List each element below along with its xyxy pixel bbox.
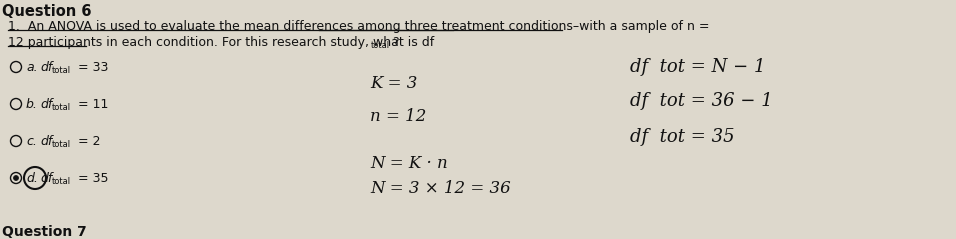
- Text: d.: d.: [26, 172, 38, 185]
- Text: df  tot = 36 − 1: df tot = 36 − 1: [630, 92, 772, 110]
- Text: 1.  An ANOVA is used to evaluate the mean differences among three treatment cond: 1. An ANOVA is used to evaluate the mean…: [8, 20, 709, 33]
- Text: total: total: [52, 66, 71, 75]
- Text: = 35: = 35: [78, 172, 108, 185]
- Text: = 2: = 2: [78, 135, 100, 148]
- Text: df  tot = 35: df tot = 35: [630, 128, 734, 146]
- Text: 12 participants in each condition. For this research study, what is df: 12 participants in each condition. For t…: [8, 36, 434, 49]
- Text: df: df: [40, 98, 53, 111]
- Text: df  tot = N − 1: df tot = N − 1: [630, 58, 766, 76]
- Text: df: df: [40, 135, 53, 148]
- Text: N = 3 × 12 = 36: N = 3 × 12 = 36: [370, 180, 511, 197]
- Text: ?: ?: [393, 36, 400, 49]
- Text: N = K · n: N = K · n: [370, 155, 447, 172]
- Text: = 33: = 33: [78, 61, 108, 74]
- Text: df: df: [40, 172, 53, 185]
- Text: df: df: [40, 61, 53, 74]
- Text: total: total: [52, 103, 71, 112]
- Text: b.: b.: [26, 98, 38, 111]
- Text: n = 12: n = 12: [370, 108, 426, 125]
- Text: K = 3: K = 3: [370, 75, 418, 92]
- Text: Question 7: Question 7: [2, 225, 87, 239]
- Text: = 11: = 11: [78, 98, 108, 111]
- Text: a.: a.: [26, 61, 37, 74]
- Circle shape: [13, 175, 18, 180]
- Text: total: total: [52, 140, 71, 149]
- Text: total: total: [52, 177, 71, 186]
- Text: Question 6: Question 6: [2, 4, 92, 19]
- Text: total: total: [371, 41, 390, 50]
- Text: c.: c.: [26, 135, 37, 148]
